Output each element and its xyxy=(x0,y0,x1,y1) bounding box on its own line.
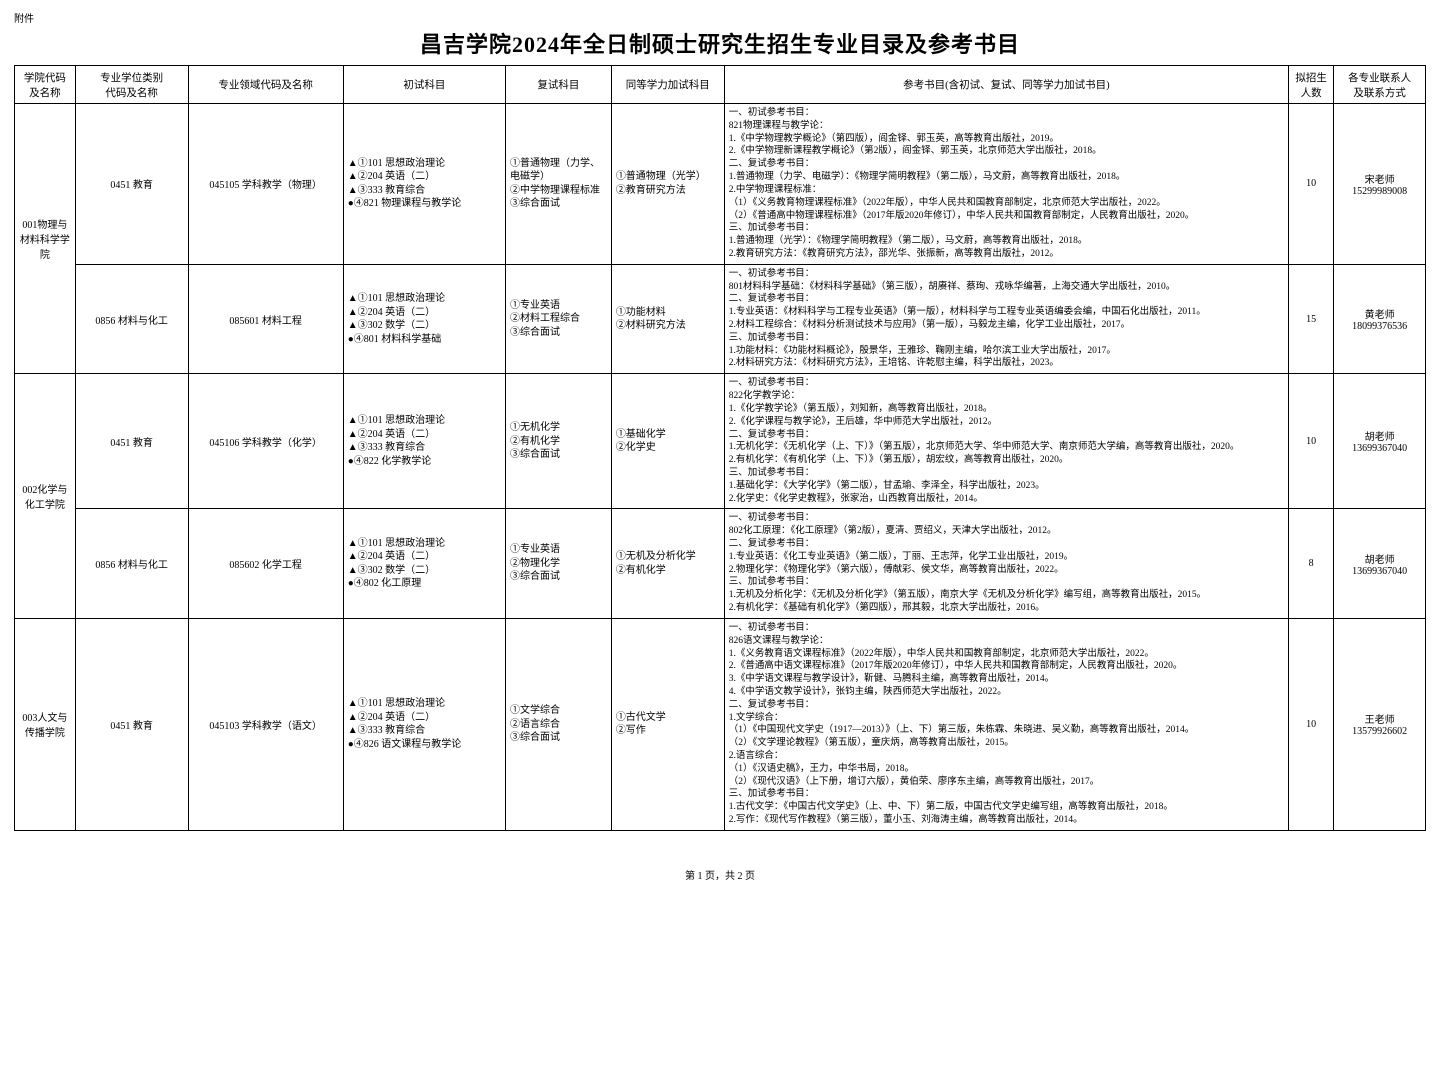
cell-field: 085601 材料工程 xyxy=(188,264,343,374)
cell-degree: 0856 材料与化工 xyxy=(75,509,188,619)
col-subjects: 初试科目 xyxy=(343,66,505,104)
cell-subjects: ▲①101 思想政治理论▲②204 英语（二）▲③302 数学（二）●④802 … xyxy=(343,509,505,619)
cell-degree: 0451 教育 xyxy=(75,618,188,830)
catalog-table: 学院代码及名称 专业学位类别代码及名称 专业领域代码及名称 初试科目 复试科目 … xyxy=(14,65,1426,831)
cell-contact: 王老师13579926602 xyxy=(1334,618,1426,830)
cell-plan-num: 10 xyxy=(1289,618,1334,830)
document-title: 昌吉学院2024年全日制硕士研究生招生专业目录及参考书目 xyxy=(14,27,1426,59)
cell-addtest: ①基础化学②化学史 xyxy=(611,374,724,509)
cell-contact: 黄老师18099376536 xyxy=(1334,264,1426,374)
cell-degree: 0451 教育 xyxy=(75,374,188,509)
cell-field: 045106 学科教学（化学） xyxy=(188,374,343,509)
cell-addtest: ①无机及分析化学②有机化学 xyxy=(611,509,724,619)
table-row: 0856 材料与化工085602 化学工程▲①101 思想政治理论▲②204 英… xyxy=(15,509,1426,619)
cell-contact: 胡老师13699367040 xyxy=(1334,374,1426,509)
cell-college: 001物理与材料科学学院 xyxy=(15,104,76,374)
cell-subjects: ▲①101 思想政治理论▲②204 英语（二）▲③333 教育综合●④821 物… xyxy=(343,104,505,265)
cell-addtest: ①普通物理（光学）②教育研究方法 xyxy=(611,104,724,265)
cell-field: 085602 化学工程 xyxy=(188,509,343,619)
cell-refs: 一、初试参考书目：801材料科学基础：《材料科学基础》（第三版），胡赓祥、蔡珣、… xyxy=(724,264,1288,374)
col-field: 专业领域代码及名称 xyxy=(188,66,343,104)
cell-retest: ①普通物理（力学、电磁学）②中学物理课程标准③综合面试 xyxy=(506,104,612,265)
cell-degree: 0856 材料与化工 xyxy=(75,264,188,374)
attachment-label: 附件 xyxy=(14,10,1426,25)
cell-subjects: ▲①101 思想政治理论▲②204 英语（二）▲③302 数学（二）●④801 … xyxy=(343,264,505,374)
col-addtest: 同等学力加试科目 xyxy=(611,66,724,104)
cell-retest: ①专业英语②材料工程综合③综合面试 xyxy=(506,264,612,374)
col-degree: 专业学位类别代码及名称 xyxy=(75,66,188,104)
cell-retest: ①无机化学②有机化学③综合面试 xyxy=(506,374,612,509)
cell-college: 003人文与传播学院 xyxy=(15,618,76,830)
cell-plan-num: 10 xyxy=(1289,104,1334,265)
cell-plan-num: 10 xyxy=(1289,374,1334,509)
col-plan: 拟招生人数 xyxy=(1289,66,1334,104)
cell-subjects: ▲①101 思想政治理论▲②204 英语（二）▲③333 教育综合●④826 语… xyxy=(343,618,505,830)
table-body: 001物理与材料科学学院0451 教育045105 学科教学（物理）▲①101 … xyxy=(15,104,1426,831)
cell-contact: 胡老师13699367040 xyxy=(1334,509,1426,619)
cell-degree: 0451 教育 xyxy=(75,104,188,265)
table-row: 001物理与材料科学学院0451 教育045105 学科教学（物理）▲①101 … xyxy=(15,104,1426,265)
table-row: 002化学与化工学院0451 教育045106 学科教学（化学）▲①101 思想… xyxy=(15,374,1426,509)
col-college: 学院代码及名称 xyxy=(15,66,76,104)
col-retest: 复试科目 xyxy=(506,66,612,104)
cell-retest: ①文学综合②语言综合③综合面试 xyxy=(506,618,612,830)
cell-plan-num: 8 xyxy=(1289,509,1334,619)
col-contact: 各专业联系人及联系方式 xyxy=(1334,66,1426,104)
cell-addtest: ①功能材料②材料研究方法 xyxy=(611,264,724,374)
cell-plan-num: 15 xyxy=(1289,264,1334,374)
cell-field: 045103 学科教学（语文） xyxy=(188,618,343,830)
cell-addtest: ①古代文学②写作 xyxy=(611,618,724,830)
table-row: 003人文与传播学院0451 教育045103 学科教学（语文）▲①101 思想… xyxy=(15,618,1426,830)
cell-subjects: ▲①101 思想政治理论▲②204 英语（二）▲③333 教育综合●④822 化… xyxy=(343,374,505,509)
cell-retest: ①专业英语②物理化学③综合面试 xyxy=(506,509,612,619)
cell-contact: 宋老师15299989008 xyxy=(1334,104,1426,265)
cell-refs: 一、初试参考书目：802化工原理：《化工原理》（第2版），夏清、贾绍义，天津大学… xyxy=(724,509,1288,619)
table-row: 0856 材料与化工085601 材料工程▲①101 思想政治理论▲②204 英… xyxy=(15,264,1426,374)
page-footer: 第 1 页，共 2 页 xyxy=(14,867,1426,882)
table-header-row: 学院代码及名称 专业学位类别代码及名称 专业领域代码及名称 初试科目 复试科目 … xyxy=(15,66,1426,104)
cell-field: 045105 学科教学（物理） xyxy=(188,104,343,265)
cell-refs: 一、初试参考书目：826语文课程与教学论：1.《义务教育语文课程标准》（2022… xyxy=(724,618,1288,830)
col-refs: 参考书目(含初试、复试、同等学力加试书目) xyxy=(724,66,1288,104)
cell-college: 002化学与化工学院 xyxy=(15,374,76,619)
cell-refs: 一、初试参考书目：821物理课程与教学论：1.《中学物理教学概论》（第四版），阎… xyxy=(724,104,1288,265)
cell-refs: 一、初试参考书目：822化学教学论：1.《化学教学论》（第五版），刘知新，高等教… xyxy=(724,374,1288,509)
